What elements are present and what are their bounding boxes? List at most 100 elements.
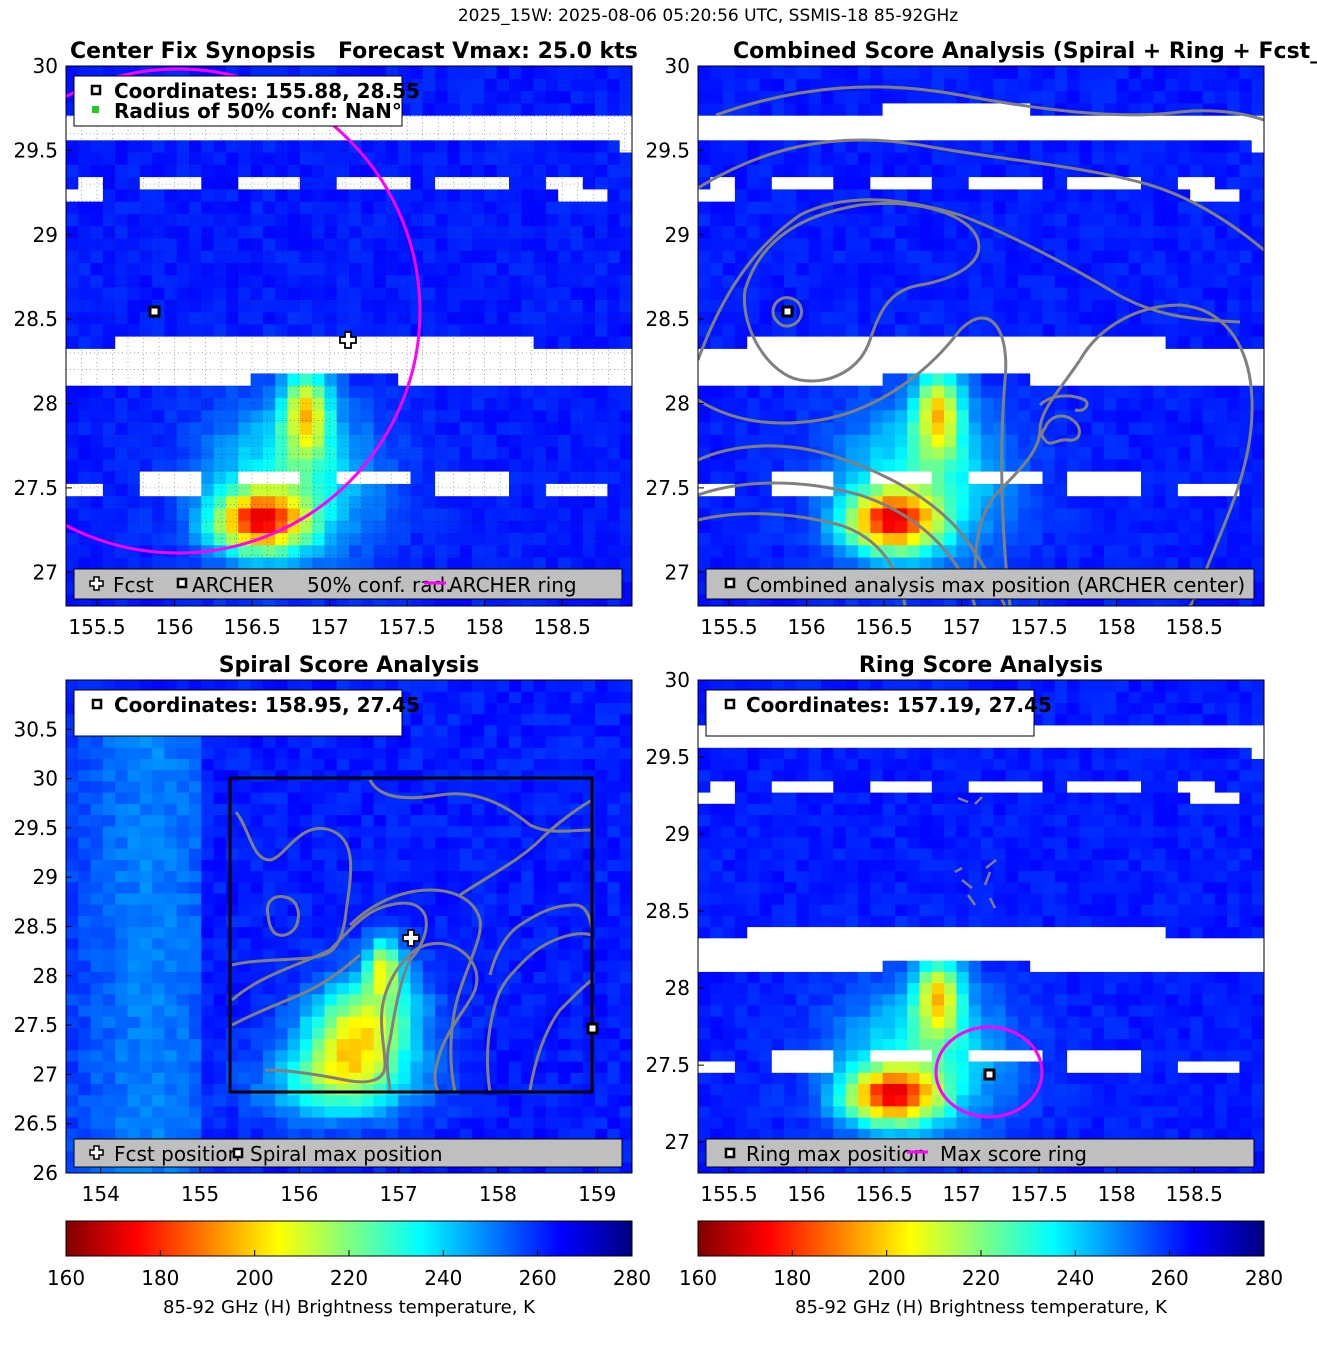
- tb-pixel: [275, 151, 289, 165]
- tb-pixel: [710, 323, 724, 337]
- tb-pixel: [1116, 127, 1130, 141]
- tb-pixel: [570, 78, 584, 92]
- tb-pixel: [931, 434, 945, 448]
- tb-pixel: [558, 188, 572, 202]
- tb-pixel: [1079, 495, 1093, 509]
- tb-pixel: [78, 520, 92, 533]
- tb-pixel: [1239, 78, 1253, 92]
- panel1-forecast-marker[interactable]: [339, 331, 357, 349]
- tb-pixel: [771, 483, 785, 497]
- tb-pixel: [944, 164, 957, 178]
- tb-pixel: [509, 213, 522, 227]
- tb-pixel: [734, 348, 748, 362]
- tb-pixel: [287, 409, 301, 423]
- tb-pixel: [595, 1094, 608, 1107]
- tb-pixel: [66, 434, 79, 448]
- tb-pixel: [238, 286, 252, 300]
- tb-pixel: [870, 115, 884, 128]
- tb-pixel: [521, 164, 535, 178]
- tb-pixel: [262, 311, 276, 325]
- tb-pixel: [226, 201, 239, 214]
- tb-pixel: [956, 286, 970, 300]
- tb-pixel: [336, 1004, 350, 1017]
- tb-pixel: [993, 237, 1007, 251]
- tb-pixel: [447, 993, 461, 1006]
- tb-pixel: [262, 237, 276, 251]
- tb-pixel: [1017, 556, 1031, 570]
- tb-pixel: [595, 250, 608, 263]
- tb-pixel: [250, 982, 264, 995]
- tb-pixel: [250, 176, 264, 190]
- tb-pixel: [870, 556, 884, 570]
- tb-pixel: [759, 397, 773, 411]
- tb-pixel: [287, 421, 301, 435]
- tb-pixel: [299, 1016, 313, 1028]
- tb-pixel: [472, 90, 485, 104]
- tb-pixel: [595, 544, 608, 558]
- panel1-archer-marker[interactable]: [148, 305, 161, 318]
- tb-pixel: [845, 471, 859, 484]
- tb-pixel: [1030, 164, 1044, 178]
- tb-pixel: [582, 544, 596, 558]
- tb-pixel: [759, 188, 773, 202]
- tb-pixel: [324, 139, 338, 153]
- panel2-combined-max-marker[interactable]: [781, 305, 794, 318]
- tb-pixel: [459, 78, 473, 92]
- tb-pixel: [287, 458, 301, 472]
- tb-pixel: [521, 1061, 535, 1073]
- tb-pixel: [558, 1049, 572, 1062]
- tb-pixel: [189, 471, 202, 484]
- panel1-title-left: Center Fix Synopsis: [70, 39, 316, 64]
- tb-pixel: [373, 151, 387, 165]
- tb-pixel: [907, 507, 921, 521]
- tb-pixel: [619, 90, 632, 104]
- tb-pixel: [1177, 372, 1191, 386]
- tb-pixel: [299, 1128, 313, 1140]
- tb-pixel: [1214, 127, 1228, 141]
- tb-pixel: [398, 1038, 412, 1051]
- tb-pixel: [931, 495, 945, 509]
- tb-pixel: [968, 323, 982, 337]
- tb-pixel: [808, 323, 822, 337]
- tb-pixel: [558, 982, 572, 995]
- tb-pixel: [931, 262, 945, 276]
- tb-pixel: [821, 471, 834, 484]
- tb-pixel: [858, 360, 871, 374]
- tb-pixel: [1214, 188, 1228, 202]
- tb-pixel: [496, 993, 510, 1006]
- tb-pixel: [619, 139, 632, 153]
- tb-pixel: [1042, 446, 1056, 460]
- tb-pixel: [808, 385, 822, 398]
- tb-pixel: [907, 102, 921, 116]
- tb-pixel: [894, 532, 908, 546]
- tb-pixel: [115, 360, 129, 374]
- tb-pixel: [459, 556, 473, 570]
- tb-pixel: [373, 188, 387, 202]
- tb-pixel: [1104, 115, 1117, 128]
- tb-pixel: [919, 311, 933, 325]
- tb-pixel: [845, 127, 859, 141]
- tb-pixel: [385, 993, 399, 1006]
- tb-pixel: [993, 458, 1007, 472]
- tb-pixel: [1153, 556, 1167, 570]
- tb-pixel: [349, 250, 362, 263]
- tb-pixel: [78, 286, 92, 300]
- tb-pixel: [213, 151, 227, 165]
- tb-pixel: [956, 446, 970, 460]
- tb-pixel: [882, 164, 896, 178]
- tb-pixel: [796, 483, 810, 497]
- tb-pixel: [262, 544, 276, 558]
- tb-pixel: [447, 409, 461, 423]
- tb-pixel: [1067, 323, 1080, 337]
- tb-pixel: [484, 1105, 498, 1118]
- tb-pixel: [1116, 262, 1130, 276]
- tb-pixel: [747, 90, 761, 104]
- tb-pixel: [312, 250, 325, 263]
- tb-pixel: [1153, 90, 1167, 104]
- tb-pixel: [845, 495, 859, 509]
- tb-pixel: [139, 434, 153, 448]
- y-tick-label: 27.5: [13, 476, 58, 500]
- tb-pixel: [1177, 66, 1191, 79]
- tb-pixel: [1165, 151, 1179, 165]
- tb-pixel: [349, 1094, 362, 1107]
